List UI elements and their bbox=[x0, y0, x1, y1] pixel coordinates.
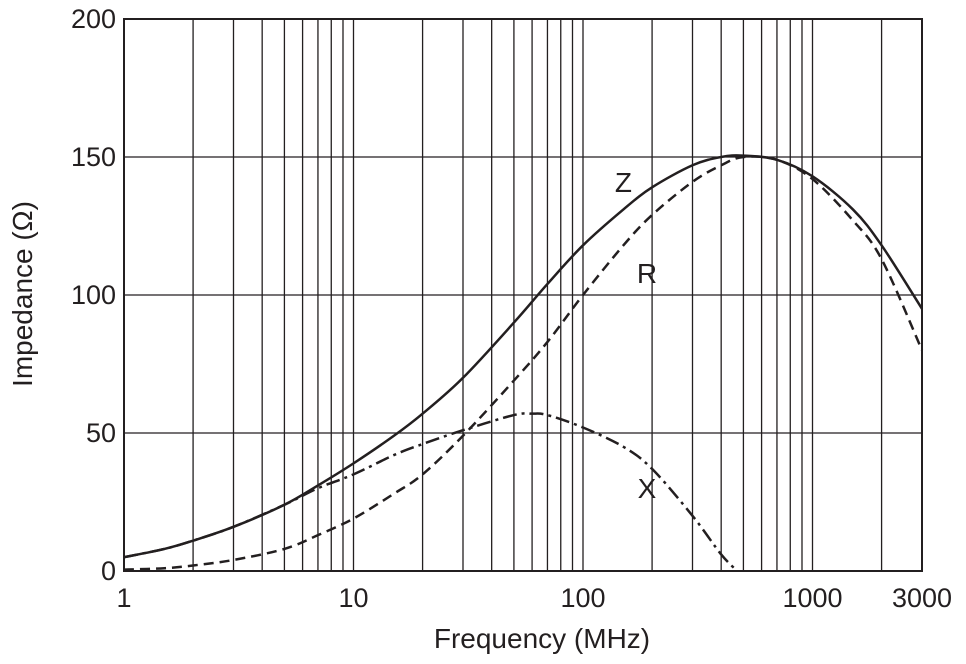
plot-frame bbox=[123, 18, 923, 572]
x-tick-label: 10 bbox=[338, 583, 368, 613]
series-z-label: Z bbox=[615, 167, 632, 198]
series-r-line bbox=[123, 155, 924, 571]
x-tick-label: 1 bbox=[116, 583, 131, 613]
x-tick-label: 3000 bbox=[892, 583, 952, 613]
y-tick-label: 0 bbox=[101, 556, 116, 586]
x-tick-label: 100 bbox=[560, 583, 605, 613]
series-lines bbox=[123, 154, 924, 572]
y-tick-label: 100 bbox=[71, 280, 116, 310]
x-tick-label: 1000 bbox=[782, 583, 842, 613]
series-x-line bbox=[123, 412, 739, 572]
series-r-label: R bbox=[637, 258, 657, 289]
x-tick-labels: 1 10 100 1000 3000 bbox=[116, 583, 952, 613]
grid-lines bbox=[124, 19, 922, 571]
series-labels: Z R X bbox=[615, 167, 657, 504]
y-axis-label: Impedance (Ω) bbox=[7, 201, 38, 387]
y-tick-label: 200 bbox=[71, 4, 116, 34]
y-tick-label: 50 bbox=[86, 418, 116, 448]
y-tick-labels: 0 50 100 150 200 bbox=[71, 4, 116, 586]
y-tick-label: 150 bbox=[71, 142, 116, 172]
x-axis-label: Frequency (MHz) bbox=[434, 623, 650, 654]
series-x-label: X bbox=[638, 473, 657, 504]
